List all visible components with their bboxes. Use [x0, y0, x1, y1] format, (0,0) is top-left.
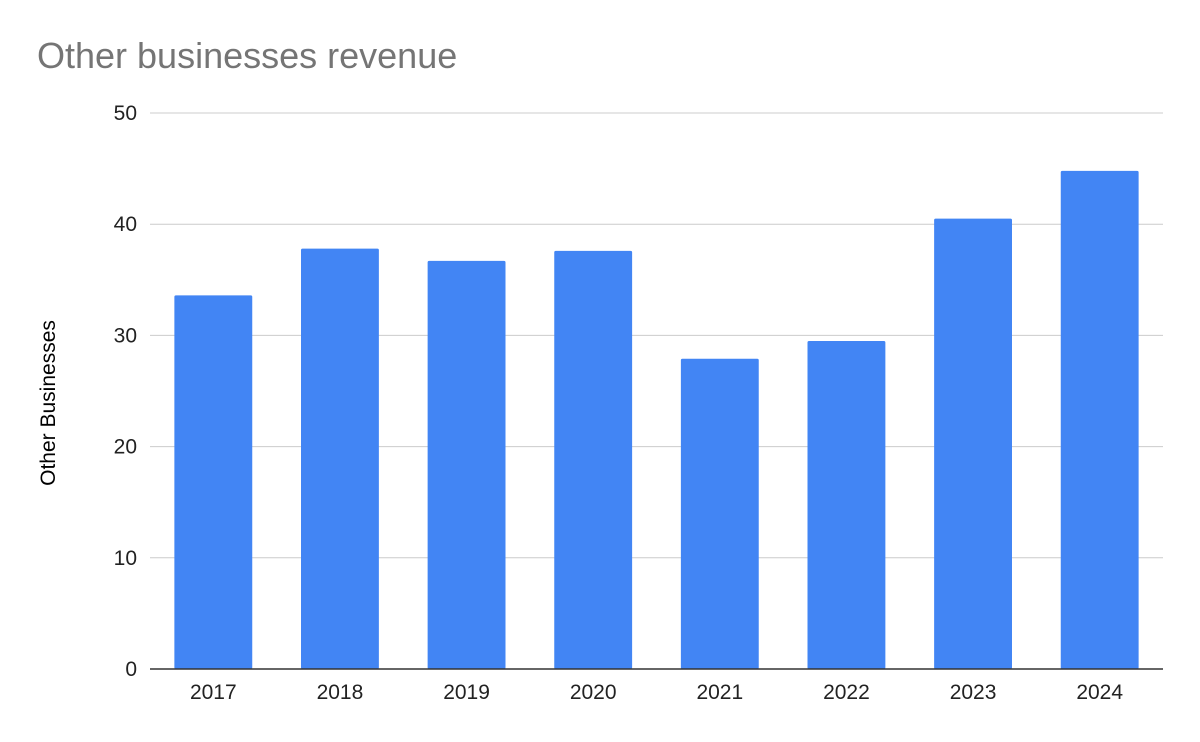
y-axis-label: Other Businesses	[37, 320, 60, 486]
y-axis-ticks: 0 10 20 30 40 50	[114, 102, 137, 681]
x-tick-label: 2024	[1076, 681, 1123, 704]
bar-2022	[807, 340, 886, 669]
bar-2019	[427, 260, 506, 669]
bar-2020	[554, 250, 633, 669]
y-tick-label: 20	[114, 436, 137, 459]
x-axis-ticks: 2017 2018 2019 2020 2021 2022 2023 2024	[190, 681, 1123, 704]
bar-2024	[1060, 170, 1139, 669]
x-tick-label: 2022	[823, 681, 870, 704]
x-tick-label: 2018	[317, 681, 364, 704]
bars	[174, 170, 1139, 669]
y-tick-label: 50	[114, 102, 137, 125]
chart-title: Other businesses revenue	[37, 35, 457, 76]
x-tick-label: 2017	[190, 681, 237, 704]
bar-2021	[680, 358, 759, 669]
y-tick-label: 10	[114, 547, 137, 570]
x-tick-label: 2021	[696, 681, 743, 704]
x-tick-label: 2023	[950, 681, 997, 704]
bar-2018	[301, 248, 379, 669]
x-tick-label: 2020	[570, 681, 617, 704]
y-tick-label: 0	[125, 658, 137, 681]
y-tick-label: 30	[114, 324, 137, 347]
bar-2023	[934, 218, 1012, 669]
y-tick-label: 40	[114, 213, 137, 236]
bar-2017	[174, 295, 253, 669]
x-tick-label: 2019	[443, 681, 490, 704]
